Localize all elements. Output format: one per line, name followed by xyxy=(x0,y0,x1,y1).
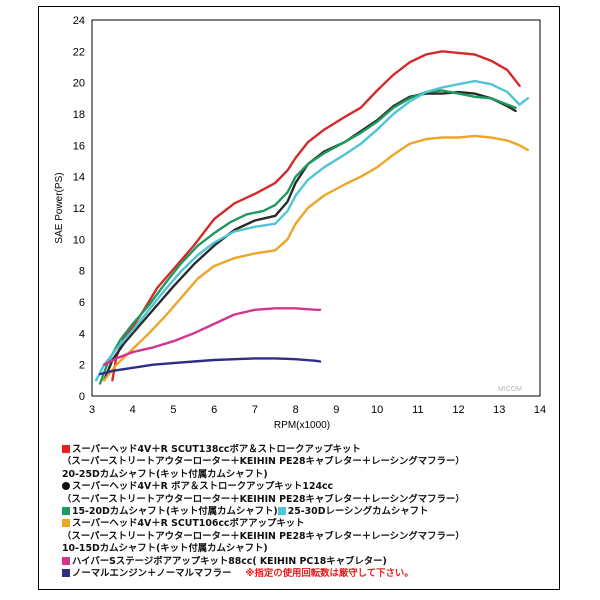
usage-warning-note: ※指定の使用回転数は厳守して下さい。 xyxy=(245,568,414,580)
x-tick-label: 5 xyxy=(170,404,176,416)
legend-swatch xyxy=(62,556,70,565)
legend-text: （スーパーストリートアウターローター＋KEIHIN PE28キャブレター＋レーシ… xyxy=(62,456,465,468)
legend: スーパーヘッド4V＋R SCUT138ccボア＆ストロークアップキット （スーパー… xyxy=(62,444,548,580)
legend-bullet xyxy=(62,482,70,491)
x-tick-label: 4 xyxy=(130,404,136,416)
y-tick-label: 14 xyxy=(73,172,85,184)
legend-text: 20-25Dカムシャフト(キット付属カムシャフト) xyxy=(62,468,268,480)
watermark: MICOM xyxy=(498,386,522,393)
y-tick-label: 10 xyxy=(73,234,85,246)
legend-row: スーパーヘッド4V＋R SCUT138ccボア＆ストロークアップキット xyxy=(62,444,548,456)
legend-text: ノーマルエンジン＋ノーマルマフラー xyxy=(72,568,232,580)
legend-text: 15-20Dカムシャフト(キット付属カムシャフト) xyxy=(72,506,278,518)
x-tick-label: 12 xyxy=(452,404,464,416)
legend-text: （スーパーストリートアウターローター＋KEIHIN PE28キャブレター＋レーシ… xyxy=(62,530,465,542)
x-tick-label: 9 xyxy=(333,404,339,416)
y-tick-label: 16 xyxy=(73,140,85,152)
y-tick-label: 6 xyxy=(79,297,85,309)
y-tick-label: 24 xyxy=(73,15,85,27)
plot-area xyxy=(91,19,541,397)
x-tick-label: 7 xyxy=(252,404,258,416)
legend-row: 10-15Dカムシャフト(キット付属カムシャフト) xyxy=(62,543,548,555)
series-line-5 xyxy=(102,134,529,382)
y-tick-label: 20 xyxy=(73,78,85,90)
legend-text: スーパーヘッド4V＋R ボア＆ストロークアップキット124cc xyxy=(72,481,334,493)
legend-text: 25-30Dレーシングカムシャフト xyxy=(287,506,429,518)
y-tick-label: 8 xyxy=(79,266,85,278)
x-axis-title: RPM(x1000) xyxy=(274,420,330,431)
y-tick-label: 2 xyxy=(79,360,85,372)
legend-swatch xyxy=(62,445,70,453)
y-axis-title: SAE Power(PS) xyxy=(54,172,65,243)
y-tick-label: 4 xyxy=(79,328,85,340)
legend-row: ハイパーSステージボアアップキット88cc( KEIHIN PC18キャブレター… xyxy=(62,556,548,568)
legend-row: （スーパーストリートアウターローター＋KEIHIN PE28キャブレター＋レーシ… xyxy=(62,456,548,468)
series-line-7 xyxy=(98,357,322,376)
legend-row: 20-25Dカムシャフト(キット付属カムシャフト) xyxy=(62,469,548,481)
series-line-1 xyxy=(111,50,521,382)
x-tick-label: 3 xyxy=(89,404,95,416)
legend-row: ノーマルエンジン＋ノーマルマフラー ※指定の使用回転数は厳守して下さい。 xyxy=(62,568,548,580)
x-tick-label: 14 xyxy=(534,404,546,416)
legend-swatch xyxy=(62,519,70,528)
legend-row: 15-20Dカムシャフト(キット付属カムシャフト) 25-30Dレーシングカムシャ… xyxy=(62,506,548,518)
legend-text: （スーパーストリートアウターローター＋KEIHIN PE28キャブレター＋レーシ… xyxy=(62,493,465,505)
series-line-6 xyxy=(102,307,322,366)
x-tick-label: 13 xyxy=(493,404,505,416)
y-tick-label: 22 xyxy=(73,46,85,58)
legend-row: スーパーヘッド4V＋R SCUT106ccボアアップキット xyxy=(62,518,548,530)
legend-text: 10-15Dカムシャフト(キット付属カムシャフト) xyxy=(62,543,268,555)
legend-swatch xyxy=(62,507,70,516)
legend-text: スーパーヘッド4V＋R SCUT106ccボアアップキット xyxy=(72,518,305,530)
legend-text: ハイパーSステージボアアップキット88cc( KEIHIN PC18キャブレター… xyxy=(72,555,387,567)
x-tick-label: 10 xyxy=(371,404,383,416)
legend-row: （スーパーストリートアウターローター＋KEIHIN PE28キャブレター＋レーシ… xyxy=(62,494,548,506)
y-tick-label: 18 xyxy=(73,109,85,121)
legend-row: スーパーヘッド4V＋R ボア＆ストロークアップキット124cc xyxy=(62,481,548,493)
series-lines xyxy=(94,50,529,385)
legend-swatch xyxy=(62,569,70,578)
legend-row: （スーパーストリートアウターローター＋KEIHIN PE28キャブレター＋レーシ… xyxy=(62,531,548,543)
y-tick-label: 12 xyxy=(73,203,85,215)
x-tick-label: 6 xyxy=(211,404,217,416)
series-line-4 xyxy=(94,79,529,382)
y-tick-label: 0 xyxy=(79,391,85,403)
series-line-3 xyxy=(98,89,517,385)
x-tick-label: 11 xyxy=(412,404,423,416)
x-tick-label: 8 xyxy=(293,404,299,416)
legend-text: スーパーヘッド4V＋R SCUT138ccボア＆ストロークアップキット xyxy=(72,444,361,455)
legend-swatch xyxy=(277,507,286,516)
